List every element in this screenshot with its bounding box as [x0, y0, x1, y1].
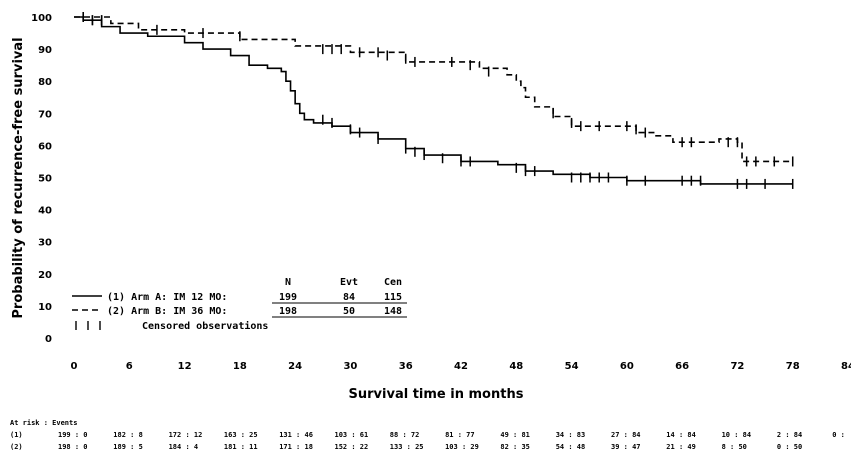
at-risk-cell: 82 : 35 [500, 443, 530, 451]
x-tick-label: 66 [675, 361, 689, 372]
at-risk-cell: 133 : 25 [390, 443, 424, 451]
at-risk-cell: 103 : 61 [335, 431, 369, 439]
y-tick-label: 10 [38, 302, 52, 313]
legend-cen: 115 [384, 292, 402, 303]
at-risk-cell: 88 : 72 [390, 431, 420, 439]
x-axis-title: Survival time in months [349, 387, 524, 402]
x-tick-label: 54 [565, 361, 579, 372]
survival-curve-arm-a [74, 16, 793, 185]
at-risk-cell: 181 : 11 [224, 443, 258, 451]
at-risk-cell: 34 : 83 [556, 431, 586, 439]
y-tick-label: 40 [38, 206, 52, 217]
at-risk-cell: 14 : 84 [666, 431, 696, 439]
legend-evt: 50 [343, 306, 355, 317]
at-risk-cell: 184 : 4 [169, 443, 199, 451]
x-tick-label: 42 [454, 361, 468, 372]
legend-header: Cen [384, 277, 402, 288]
x-tick-label: 60 [620, 361, 634, 372]
axes: 0 6 12 18 24 30 36 42 48 54 60 66 72 78 84 0 10 20 30 40 50 6… [11, 13, 851, 402]
at-risk-cell: 8 : 50 [722, 443, 747, 451]
at-risk-cell: 27 : 84 [611, 431, 641, 439]
at-risk-table: At risk : Events (1) 199 : 0 182 : 8 172 : 1… [10, 419, 845, 451]
at-risk-cell: 199 : 0 [58, 431, 88, 439]
legend-cen: 148 [384, 306, 402, 317]
at-risk-cell: 172 : 12 [169, 431, 203, 439]
at-risk-cell: 189 : 5 [113, 443, 143, 451]
at-risk-cell: 2 : 84 [777, 431, 802, 439]
at-risk-cell: 182 : 8 [113, 431, 143, 439]
legend-n: 198 [279, 306, 297, 317]
y-tick-label: 80 [38, 77, 52, 88]
legend-header: Evt [340, 277, 358, 288]
legend-label: (2) Arm B: IM 36 MO: [107, 306, 227, 317]
at-risk-cell: 0 : 50 [777, 443, 802, 451]
y-tick-label: 0 [45, 334, 52, 345]
at-risk-cell: 152 : 22 [335, 443, 369, 451]
x-tick-label: 84 [841, 361, 851, 372]
legend-evt: 84 [343, 292, 355, 303]
at-risk-cell: 39 : 47 [611, 443, 641, 451]
survival-curve-arm-b [74, 16, 793, 163]
at-risk-cell: 0 : [832, 431, 845, 439]
y-tick-label: 70 [38, 109, 52, 120]
x-tick-label: 18 [233, 361, 247, 372]
x-tick-label: 48 [509, 361, 523, 372]
x-tick-label: 12 [178, 361, 192, 372]
y-tick-label: 90 [38, 45, 52, 56]
at-risk-cell: 21 : 49 [666, 443, 696, 451]
at-risk-cell: 49 : 81 [500, 431, 530, 439]
at-risk-row-label: (1) [10, 431, 23, 439]
at-risk-cell: 171 : 18 [279, 443, 313, 451]
x-tick-label: 6 [126, 361, 133, 372]
y-tick-label: 60 [38, 141, 52, 152]
y-axis-title: Probability of recurrence-free survival [11, 37, 26, 318]
at-risk-cell: 163 : 25 [224, 431, 258, 439]
at-risk-row-label: (2) [10, 443, 23, 451]
at-risk-cell: 81 : 77 [445, 431, 475, 439]
at-risk-cell: 10 : 84 [722, 431, 752, 439]
legend-label: (1) Arm A: IM 12 MO: [107, 292, 227, 303]
x-tick-label: 78 [786, 361, 800, 372]
at-risk-cell: 103 : 29 [445, 443, 479, 451]
x-tick-label: 36 [399, 361, 413, 372]
y-tick-label: 50 [38, 174, 52, 185]
at-risk-cell: 54 : 48 [556, 443, 586, 451]
y-tick-label: 100 [31, 13, 52, 24]
legend-censor-label: Censored observations [142, 320, 268, 332]
legend-header: N [285, 277, 291, 288]
y-tick-label: 20 [38, 270, 52, 281]
at-risk-cell: 131 : 46 [279, 431, 313, 439]
x-tick-label: 72 [730, 361, 744, 372]
y-tick-label: 30 [38, 238, 52, 249]
x-tick-label: 0 [71, 361, 78, 372]
survival-curves [74, 12, 794, 189]
x-tick-label: 24 [288, 361, 302, 372]
x-tick-label: 30 [343, 361, 357, 372]
legend-n: 199 [279, 292, 297, 303]
at-risk-cell: 198 : 0 [58, 443, 88, 451]
at-risk-header: At risk : Events [10, 419, 77, 427]
legend: N Evt Cen (1) Arm A: IM 12 MO: 199 84 115 (2) A… [72, 277, 407, 332]
